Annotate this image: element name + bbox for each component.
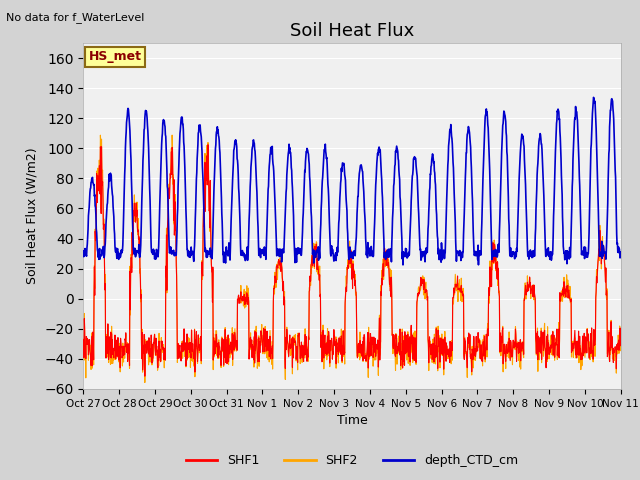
depth_CTD_cm bbox=[399, 262, 407, 268]
SHF2 bbox=[506, 356, 514, 362]
SHF1 bbox=[79, 337, 87, 343]
depth_CTD_cm bbox=[186, 249, 193, 255]
SHF1 bbox=[186, 339, 194, 345]
depth_CTD_cm bbox=[436, 251, 444, 257]
Legend: SHF1, SHF2, depth_CTD_cm: SHF1, SHF2, depth_CTD_cm bbox=[180, 449, 524, 472]
depth_CTD_cm bbox=[506, 253, 514, 259]
depth_CTD_cm bbox=[617, 251, 625, 257]
X-axis label: Time: Time bbox=[337, 414, 367, 427]
SHF1 bbox=[617, 333, 625, 339]
SHF2 bbox=[554, 342, 561, 348]
SHF1 bbox=[436, 359, 444, 365]
Line: depth_CTD_cm: depth_CTD_cm bbox=[83, 97, 621, 265]
SHF2 bbox=[617, 331, 625, 336]
SHF1 bbox=[199, 225, 207, 230]
SHF2 bbox=[168, 132, 176, 138]
SHF2 bbox=[187, 364, 195, 370]
SHF2 bbox=[141, 380, 148, 385]
depth_CTD_cm bbox=[199, 172, 207, 178]
SHF1 bbox=[554, 342, 561, 348]
SHF1 bbox=[506, 358, 514, 363]
depth_CTD_cm bbox=[259, 250, 267, 256]
Line: SHF2: SHF2 bbox=[83, 135, 621, 383]
depth_CTD_cm bbox=[79, 251, 87, 257]
SHF2 bbox=[436, 365, 444, 371]
SHF2 bbox=[200, 206, 207, 212]
SHF2 bbox=[260, 327, 268, 333]
SHF1 bbox=[204, 142, 212, 148]
SHF2 bbox=[79, 336, 87, 342]
depth_CTD_cm bbox=[554, 108, 561, 114]
SHF1 bbox=[141, 373, 148, 379]
Line: SHF1: SHF1 bbox=[83, 145, 621, 376]
Y-axis label: Soil Heat Flux (W/m2): Soil Heat Flux (W/m2) bbox=[26, 148, 38, 284]
Title: Soil Heat Flux: Soil Heat Flux bbox=[290, 22, 414, 40]
SHF1 bbox=[260, 325, 268, 331]
Text: No data for f_WaterLevel: No data for f_WaterLevel bbox=[6, 12, 145, 23]
Text: HS_met: HS_met bbox=[88, 50, 141, 63]
depth_CTD_cm bbox=[589, 95, 597, 100]
